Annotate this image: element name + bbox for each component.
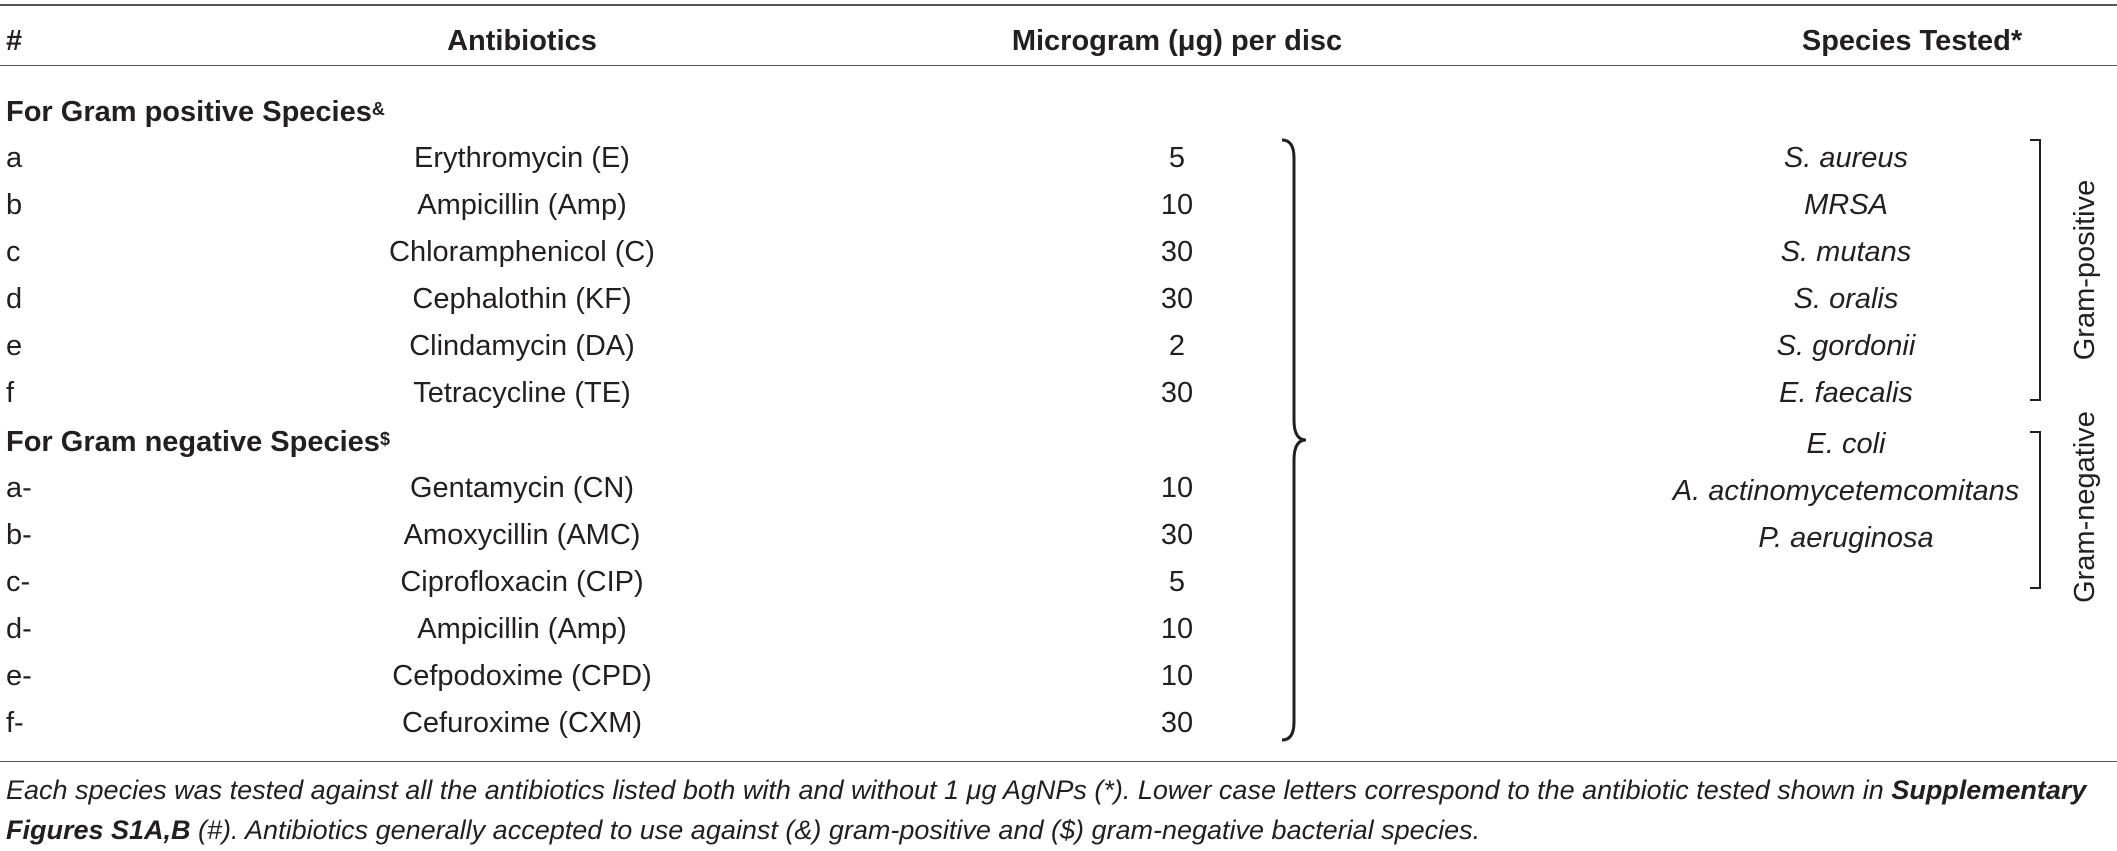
row-microgram: 30	[1160, 236, 1194, 268]
row-id: c	[6, 236, 21, 268]
species-gram-negative: A. actinomycetemcomitans	[1672, 475, 2020, 507]
table-row: b- Amoxycillin (AMC) 30	[0, 512, 2117, 559]
row-id: d-	[6, 613, 32, 645]
supplementary-figures-link[interactable]: Supplementary Figures S1A,B	[6, 775, 2087, 845]
species-gram-negative: P. aeruginosa	[1758, 522, 1934, 554]
table-row: d- Ampicillin (Amp) 10	[0, 606, 2117, 653]
row-microgram: 5	[1168, 566, 1186, 598]
species-gram-positive: S. gordonii	[1776, 330, 1916, 362]
footnote-text-1: Each species was tested against all the …	[6, 775, 1892, 805]
species-gram-positive: MRSA	[1804, 189, 1888, 221]
row-antibiotic: Ciprofloxacin (CIP)	[400, 566, 644, 598]
gram-negative-bracket	[2030, 431, 2041, 589]
table-row: a- Gentamycin (CN) 10	[0, 465, 2117, 512]
table-row: f- Cefuroxime (CXM) 30	[0, 700, 2117, 747]
section-gram-positive: For Gram positive Species&	[6, 95, 385, 132]
antibiotics-brace	[1281, 138, 1307, 742]
table-row: c- Ciprofloxacin (CIP) 5	[0, 559, 2117, 606]
row-microgram: 30	[1160, 283, 1194, 315]
row-microgram: 30	[1160, 519, 1194, 551]
species-gram-positive: S. oralis	[1793, 283, 1899, 315]
row-microgram: 10	[1160, 660, 1194, 692]
table-top-rule	[0, 4, 2117, 6]
header-microgram: Microgram (μg) per disc	[1011, 25, 1343, 57]
row-antibiotic: Amoxycillin (AMC)	[403, 519, 641, 551]
row-antibiotic: Cefuroxime (CXM)	[401, 707, 643, 739]
row-antibiotic: Gentamycin (CN)	[410, 472, 634, 504]
row-id: c-	[6, 566, 31, 598]
gram-negative-label: Gram-negative	[2069, 411, 2101, 603]
section-gram-negative-label: For Gram negative Species	[6, 426, 380, 458]
row-antibiotic: Erythromycin (E)	[414, 142, 630, 174]
section-gram-positive-sup: &	[371, 99, 385, 119]
footnote-text-2: (#). Antibiotics generally accepted to u…	[190, 815, 1481, 845]
table-row: a Erythromycin (E) 5	[0, 135, 2117, 182]
table-row: d Cephalothin (KF) 30	[0, 276, 2117, 323]
row-id: e-	[6, 660, 32, 692]
species-gram-negative: E. coli	[1806, 428, 1886, 460]
row-id: f-	[6, 707, 24, 739]
row-antibiotic: Clindamycin (DA)	[409, 330, 635, 362]
header-bottom-rule	[0, 65, 2117, 66]
header-antibiotics: Antibiotics	[447, 25, 597, 57]
table-footnote: Each species was tested against all the …	[6, 770, 2111, 850]
section-gram-negative-sup: $	[379, 429, 390, 449]
section-gram-positive-label: For Gram positive Species	[6, 96, 372, 128]
table-bottom-rule	[0, 761, 2117, 762]
species-gram-positive: E. faecalis	[1779, 377, 1913, 409]
row-id: d	[6, 283, 23, 315]
row-id: a-	[6, 472, 32, 504]
gram-positive-bracket	[2030, 139, 2041, 401]
table-row: f Tetracycline (TE) 30	[0, 370, 2117, 417]
row-microgram: 10	[1160, 472, 1194, 504]
section-gram-negative: For Gram negative Species$	[6, 425, 390, 462]
row-antibiotic: Ampicillin (Amp)	[417, 613, 627, 645]
species-gram-positive: S. mutans	[1780, 236, 1912, 268]
table-row: e- Cefpodoxime (CPD) 10	[0, 653, 2117, 700]
row-id: b-	[6, 519, 32, 551]
row-id: b	[6, 189, 23, 221]
table-row: c Chloramphenicol (C) 30	[0, 229, 2117, 276]
row-microgram: 2	[1168, 330, 1186, 362]
row-antibiotic: Ampicillin (Amp)	[417, 189, 627, 221]
row-antibiotic: Cephalothin (KF)	[412, 283, 632, 315]
gram-positive-label: Gram-positive	[2069, 179, 2101, 361]
row-antibiotic: Chloramphenicol (C)	[389, 236, 655, 268]
row-id: f	[6, 377, 15, 409]
row-microgram: 30	[1160, 707, 1194, 739]
row-antibiotic: Cefpodoxime (CPD)	[392, 660, 652, 692]
row-microgram: 10	[1160, 613, 1194, 645]
table-row: e Clindamycin (DA) 2	[0, 323, 2117, 370]
row-id: e	[6, 330, 23, 362]
row-microgram: 10	[1160, 189, 1194, 221]
row-antibiotic: Tetracycline (TE)	[413, 377, 631, 409]
row-microgram: 5	[1168, 142, 1186, 174]
header-id: #	[6, 25, 23, 57]
header-species-tested: Species Tested*	[1801, 25, 2023, 57]
table-row: b Ampicillin (Amp) 10	[0, 182, 2117, 229]
row-id: a	[6, 142, 23, 174]
species-gram-positive: S. aureus	[1783, 142, 1909, 174]
row-microgram: 30	[1160, 377, 1194, 409]
